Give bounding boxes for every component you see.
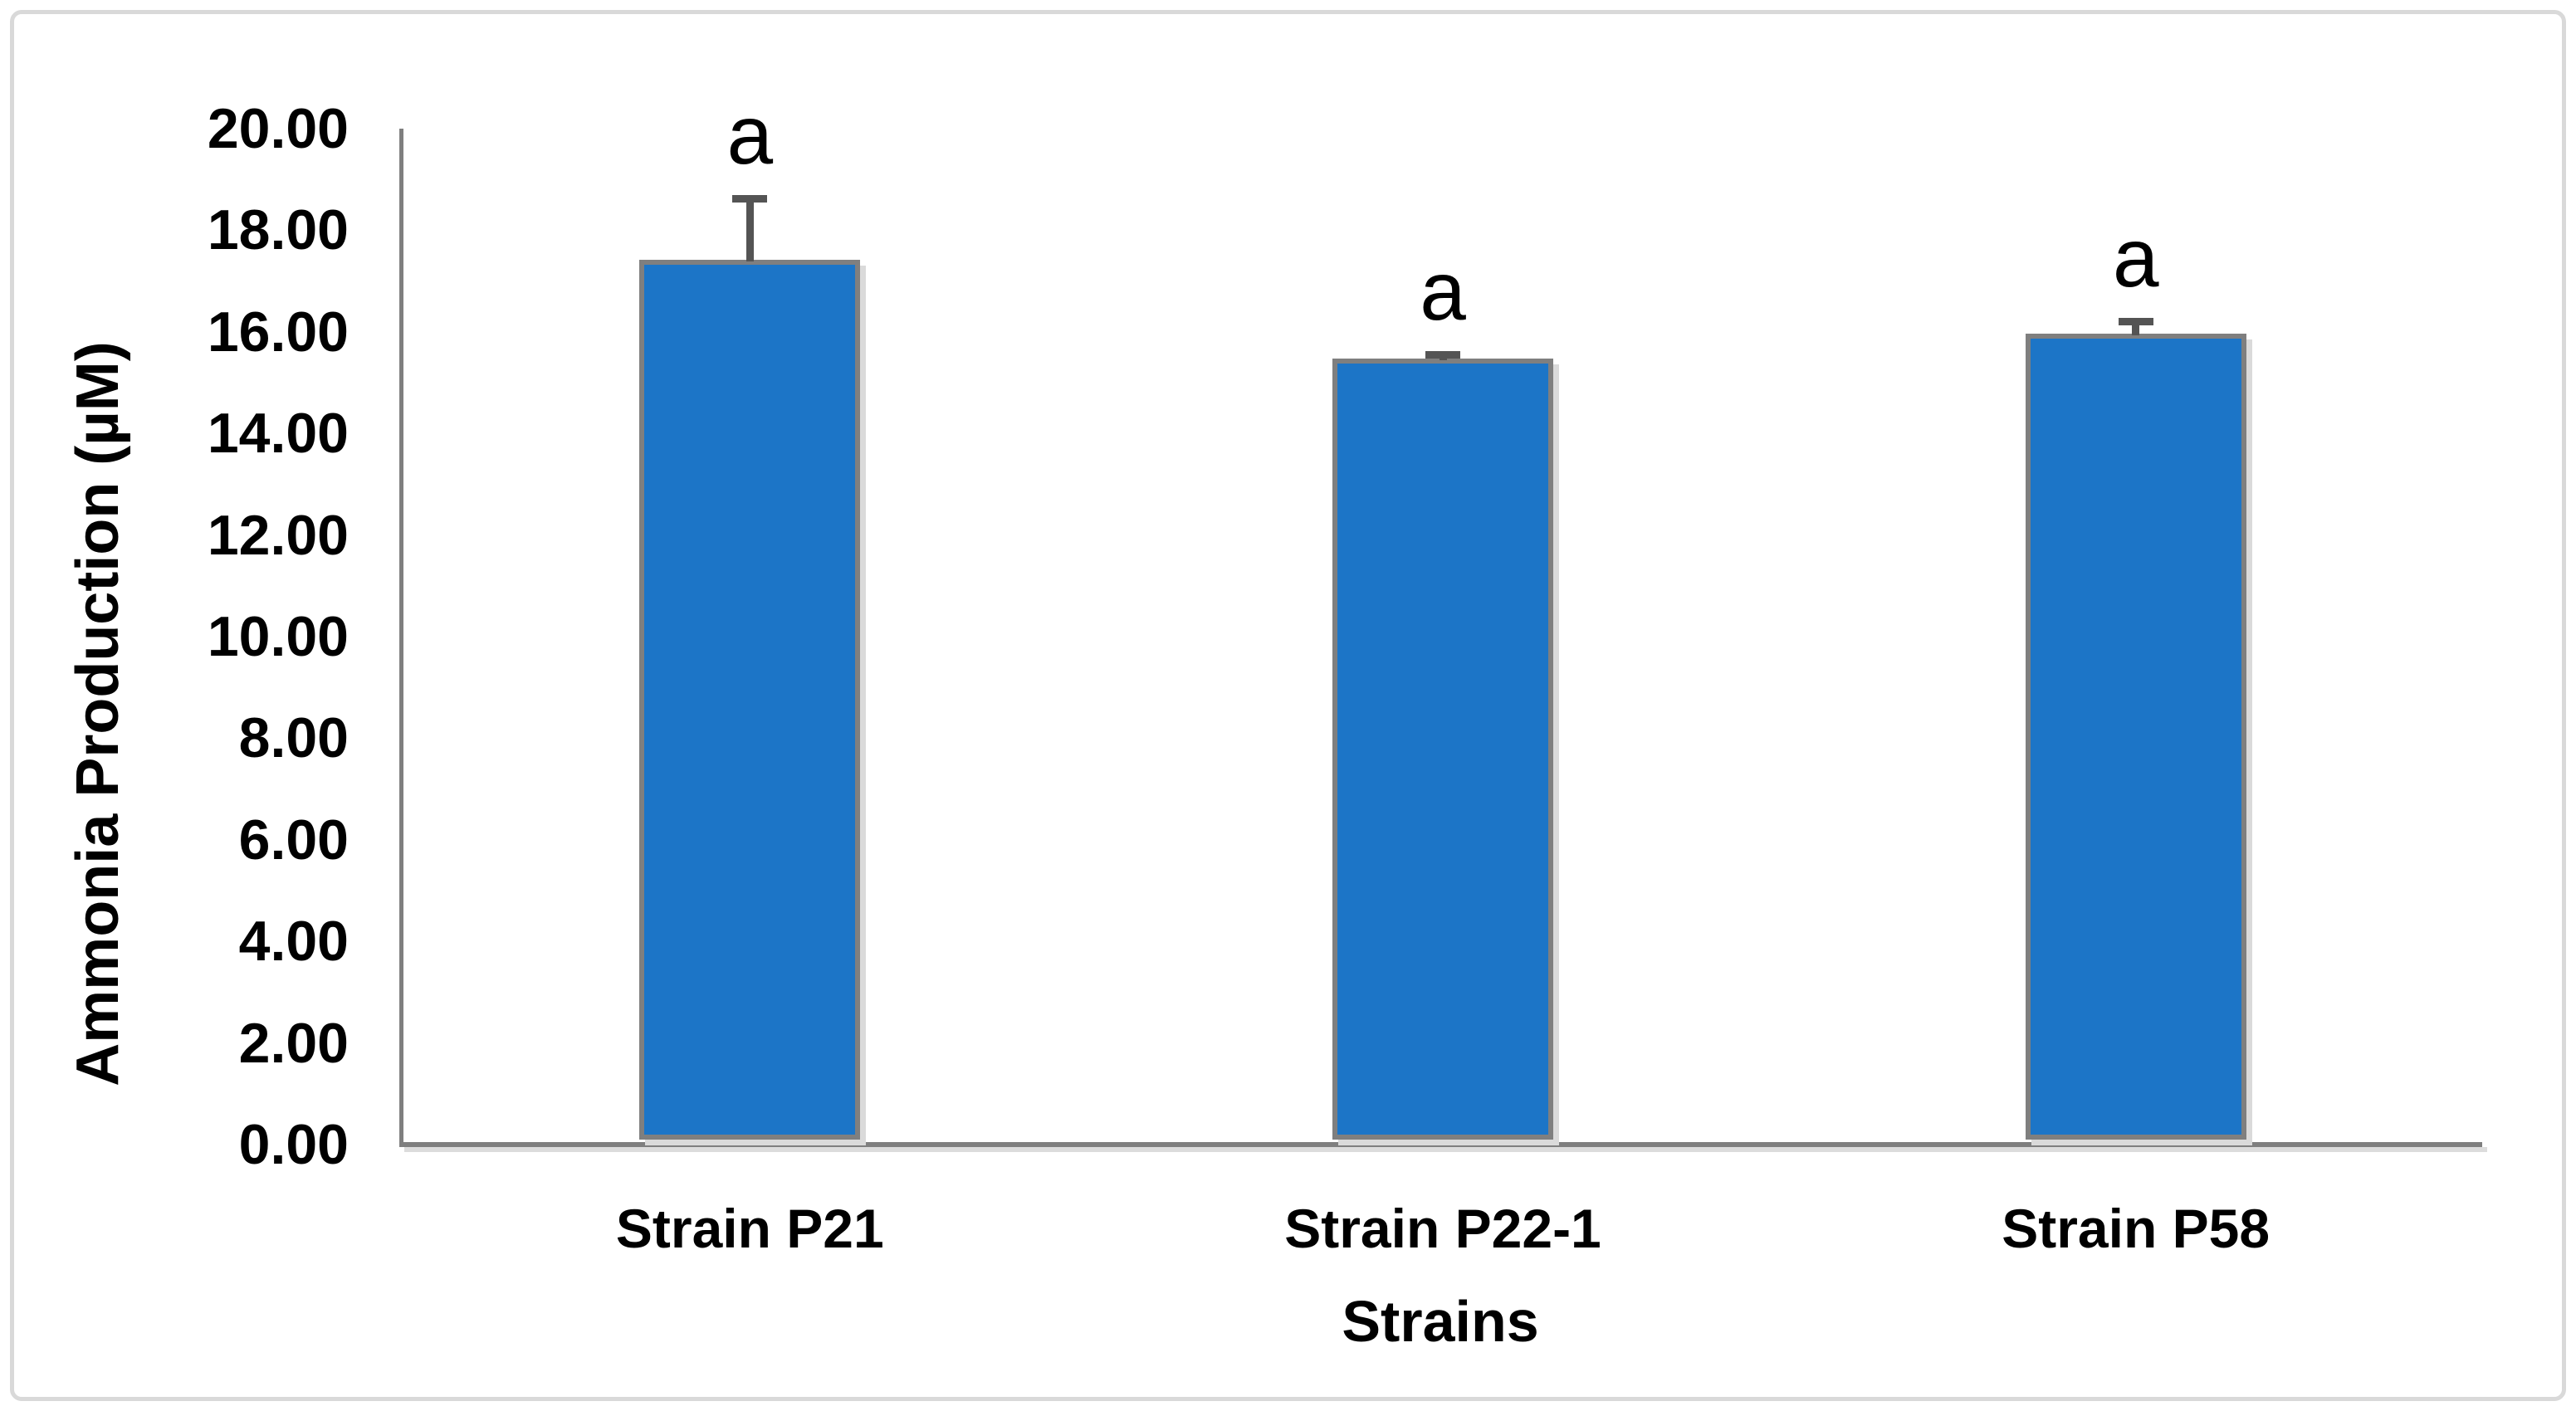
x-tick-label-3: Strain P58 — [2002, 1198, 2270, 1259]
y-tick-label-4: 4.00 — [238, 910, 349, 974]
x-tick-label-1: Strain P21 — [615, 1198, 884, 1259]
bar-1 — [639, 260, 861, 1140]
error-bar-cap-1 — [732, 195, 768, 203]
y-tick-label-18: 18.00 — [207, 198, 349, 262]
y-tick-label-12: 12.00 — [207, 503, 349, 567]
x-axis-title: Strains — [1342, 1289, 1539, 1354]
x-axis-line — [399, 1142, 2482, 1147]
y-tick-label-0: 0.00 — [238, 1113, 349, 1176]
y-tick-label-10: 10.00 — [207, 605, 349, 668]
y-axis-line — [399, 129, 403, 1147]
y-tick-label-8: 8.00 — [238, 706, 349, 770]
y-tick-label-14: 14.00 — [207, 402, 349, 466]
significance-letter-1: a — [726, 89, 774, 183]
error-bar-cap-2 — [1425, 350, 1460, 359]
y-tick-label-16: 16.00 — [207, 300, 349, 364]
bar-3 — [2025, 333, 2246, 1140]
significance-letter-3: a — [2112, 212, 2159, 305]
y-tick-label-20: 20.00 — [207, 97, 349, 160]
y-tick-label-2: 2.00 — [238, 1011, 349, 1075]
error-bar-stem-3 — [2132, 324, 2140, 335]
significance-letter-2: a — [1420, 244, 1466, 338]
error-bar-stem-1 — [745, 201, 754, 262]
error-bar-cap-3 — [2118, 318, 2153, 326]
error-bar-stem-2 — [1439, 356, 1447, 361]
x-tick-label-2: Strain P22-1 — [1284, 1198, 1601, 1259]
bar-2 — [1332, 359, 1553, 1140]
y-tick-label-6: 6.00 — [238, 808, 349, 872]
